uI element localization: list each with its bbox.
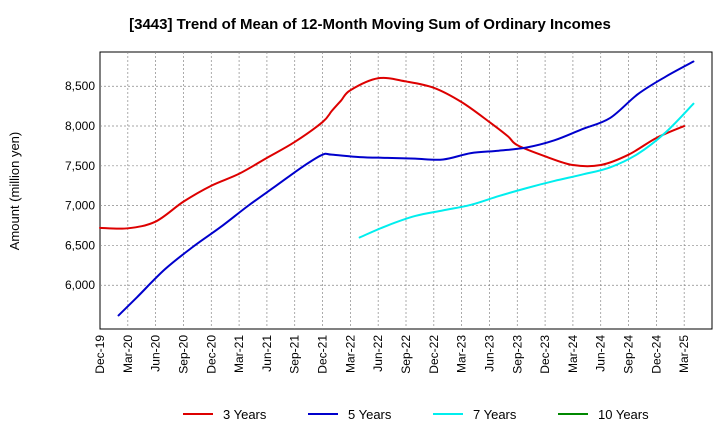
legend-label-7-years: 7 Years <box>473 407 517 422</box>
x-tick-label: Mar-21 <box>232 335 246 373</box>
x-tick-label: Jun-20 <box>149 335 163 372</box>
chart-svg: [3443] Trend of Mean of 12-Month Moving … <box>0 0 720 440</box>
x-tick-label: Mar-24 <box>566 335 580 373</box>
x-axis: Dec-19 Mar-20 Jun-20 Sep-20 Dec-20 Mar-21 Jun-… <box>93 335 691 374</box>
y-axis: 6,000 6,500 7,000 7,500 8,000 8,500 <box>65 79 95 292</box>
x-tick-label: Dec-21 <box>316 335 330 374</box>
x-tick-label: Mar-20 <box>121 335 135 373</box>
x-tick-label: Sep-20 <box>176 335 190 374</box>
legend-label-3-years: 3 Years <box>223 407 267 422</box>
y-tick-label: 6,000 <box>65 278 95 292</box>
x-tick-label: Mar-22 <box>343 335 357 373</box>
x-tick-label: Mar-23 <box>455 335 469 373</box>
legend-label-5-years: 5 Years <box>348 407 392 422</box>
legend: 3 Years 5 Years 7 Years 10 Years <box>183 407 649 422</box>
y-tick-label: 7,500 <box>65 159 95 173</box>
x-tick-label: Dec-22 <box>427 335 441 374</box>
x-tick-label: Sep-22 <box>399 335 413 374</box>
x-tick-label: Sep-21 <box>288 335 302 374</box>
x-tick-label: Dec-19 <box>93 335 107 374</box>
y-tick-label: 6,500 <box>65 238 95 252</box>
legend-label-10-years: 10 Years <box>598 407 649 422</box>
x-tick-label: Jun-24 <box>594 335 608 372</box>
x-tick-label: Jun-23 <box>482 335 496 372</box>
x-tick-label: Dec-23 <box>538 335 552 374</box>
x-tick-label: Mar-25 <box>677 335 691 373</box>
y-tick-label: 8,000 <box>65 119 95 133</box>
chart-title: [3443] Trend of Mean of 12-Month Moving … <box>129 16 611 33</box>
x-tick-label: Dec-20 <box>204 335 218 374</box>
x-tick-label: Dec-24 <box>649 335 663 374</box>
x-tick-label: Jun-22 <box>371 335 385 372</box>
x-tick-label: Sep-23 <box>510 335 524 374</box>
y-tick-label: 8,500 <box>65 79 95 93</box>
x-tick-label: Jun-21 <box>260 335 274 372</box>
x-tick-label: Sep-24 <box>622 335 636 374</box>
y-axis-label: Amount (million yen) <box>7 132 22 251</box>
y-tick-label: 7,000 <box>65 199 95 213</box>
